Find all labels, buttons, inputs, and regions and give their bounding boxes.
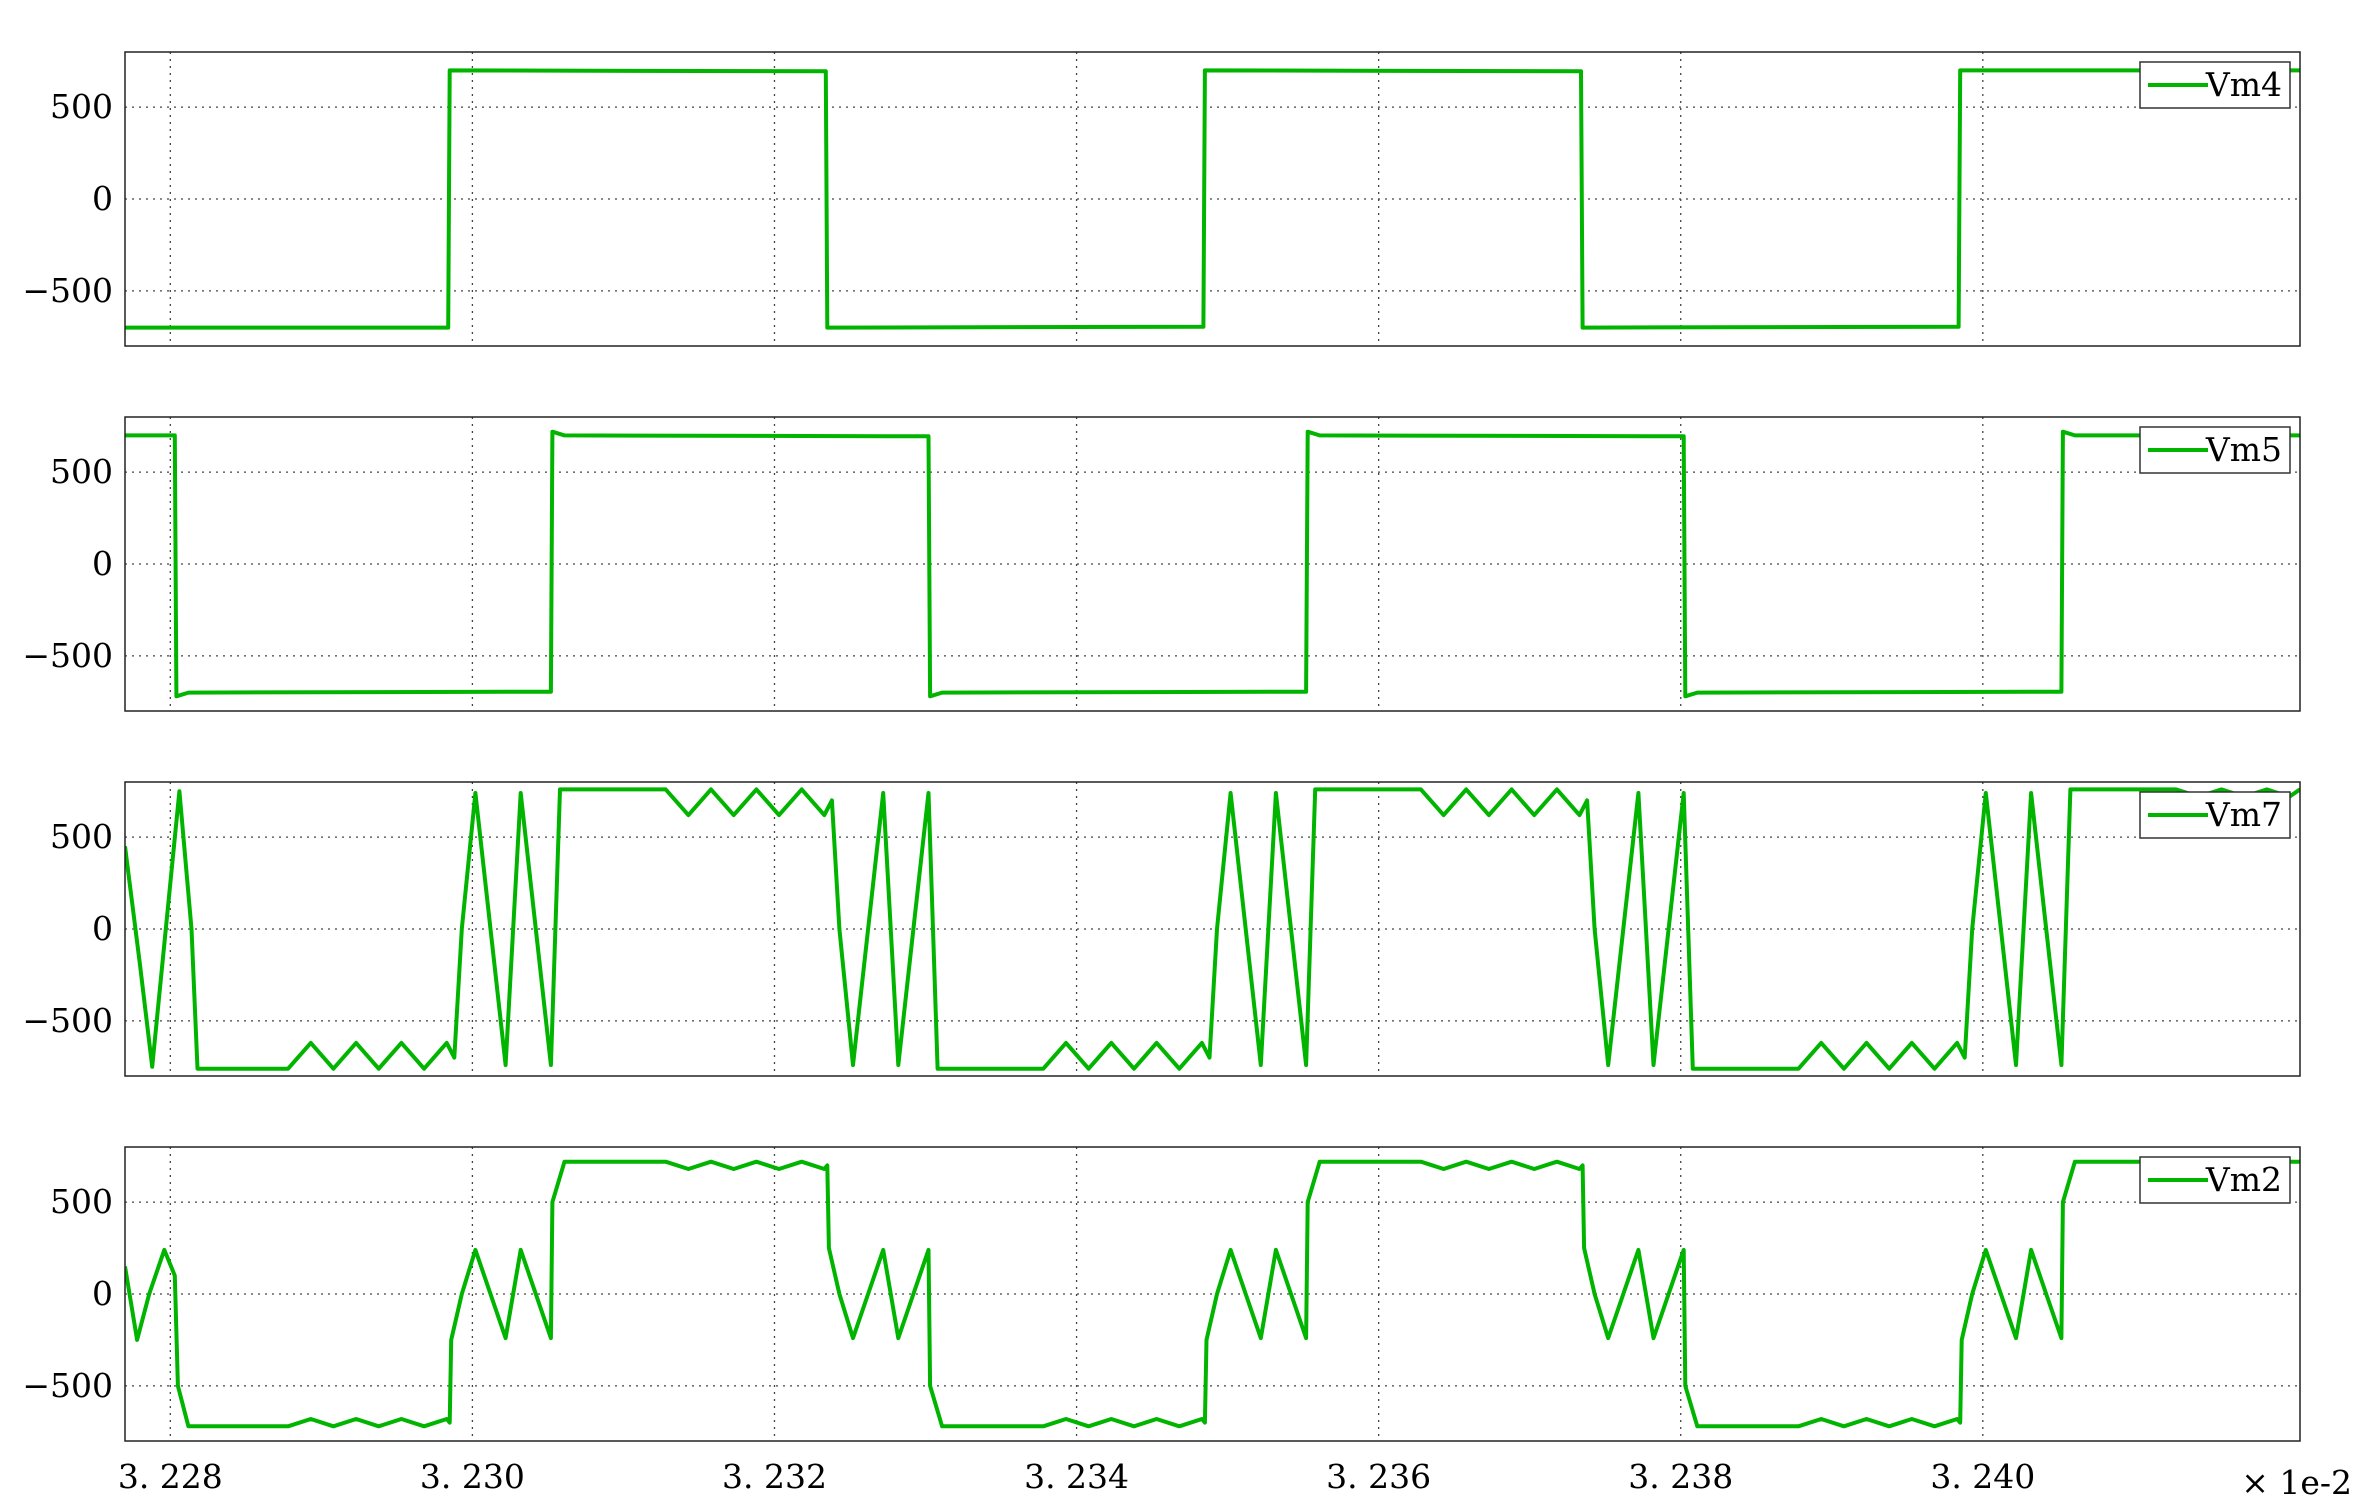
series-line-Vm7: [125, 787, 2300, 1071]
panel-frame: [124, 1146, 2301, 1442]
y-tick-label: 500: [50, 452, 113, 491]
y-tick-label: −500: [22, 1366, 113, 1405]
series-line-Vm4: [125, 68, 2300, 330]
y-tick-label: 500: [50, 1182, 113, 1221]
panel-frame: [124, 416, 2301, 712]
y-tick-label: 500: [50, 87, 113, 126]
series-line-Vm2: [125, 1159, 2300, 1429]
series-line-Vm5: [125, 429, 2300, 699]
y-tick-label: 0: [92, 1274, 113, 1313]
legend-label: Vm4: [2205, 65, 2282, 104]
x-tick-label: 3. 234: [1024, 1457, 1129, 1496]
panel-frame: [124, 781, 2301, 1077]
x-tick-label: 3. 240: [1930, 1457, 2035, 1496]
x-tick-label: 3. 238: [1628, 1457, 1733, 1496]
y-tick-label: 500: [50, 817, 113, 856]
legend-label: Vm7: [2205, 795, 2282, 834]
x-tick-label: 3. 236: [1326, 1457, 1431, 1496]
legend-label: Vm2: [2205, 1160, 2282, 1199]
x-tick-label: 3. 228: [118, 1457, 223, 1496]
x-scale-label: × 1e-2: [2241, 1463, 2352, 1500]
y-tick-label: 0: [92, 909, 113, 948]
y-tick-label: −500: [22, 1001, 113, 1040]
y-tick-label: 0: [92, 544, 113, 583]
x-tick-label: 3. 232: [722, 1457, 827, 1496]
x-tick-label: 3. 230: [420, 1457, 525, 1496]
panel-frame: [124, 51, 2301, 347]
y-tick-label: −500: [22, 636, 113, 675]
y-tick-label: 0: [92, 179, 113, 218]
y-tick-label: −500: [22, 271, 113, 310]
legend-label: Vm5: [2205, 430, 2282, 469]
